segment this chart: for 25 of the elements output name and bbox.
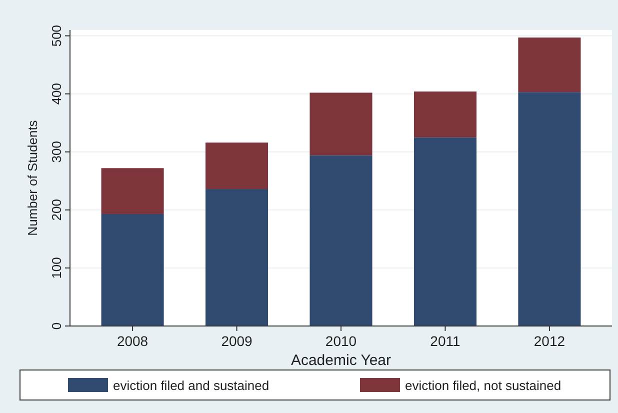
bar (310, 155, 372, 326)
y-tick-label: 200 (49, 199, 64, 221)
x-axis-title: Academic Year (290, 352, 392, 369)
x-tick-label: 2009 (221, 333, 253, 349)
bar (206, 189, 268, 326)
bar (101, 168, 164, 214)
y-tick-label: 500 (49, 24, 64, 47)
y-tick-label: 400 (49, 82, 64, 105)
x-tick-label: 2011 (430, 333, 460, 349)
bar (101, 214, 164, 326)
bar (414, 92, 476, 138)
y-axis-title: Number of Students (25, 120, 40, 236)
y-tick-label: 100 (49, 257, 64, 279)
bar (206, 142, 268, 190)
legend-label: eviction filed, not sustained (405, 378, 562, 393)
legend-label: eviction filed and sustained (113, 378, 270, 393)
x-tick-label: 2008 (116, 333, 148, 349)
x-tick-label: 2010 (325, 333, 357, 349)
bar (414, 137, 476, 326)
y-tick-label: 300 (49, 141, 64, 163)
bar (518, 38, 581, 92)
x-tick-label: 2012 (534, 333, 566, 349)
bar (310, 92, 372, 156)
bar (518, 92, 581, 326)
y-tick-label: 0 (49, 322, 64, 330)
